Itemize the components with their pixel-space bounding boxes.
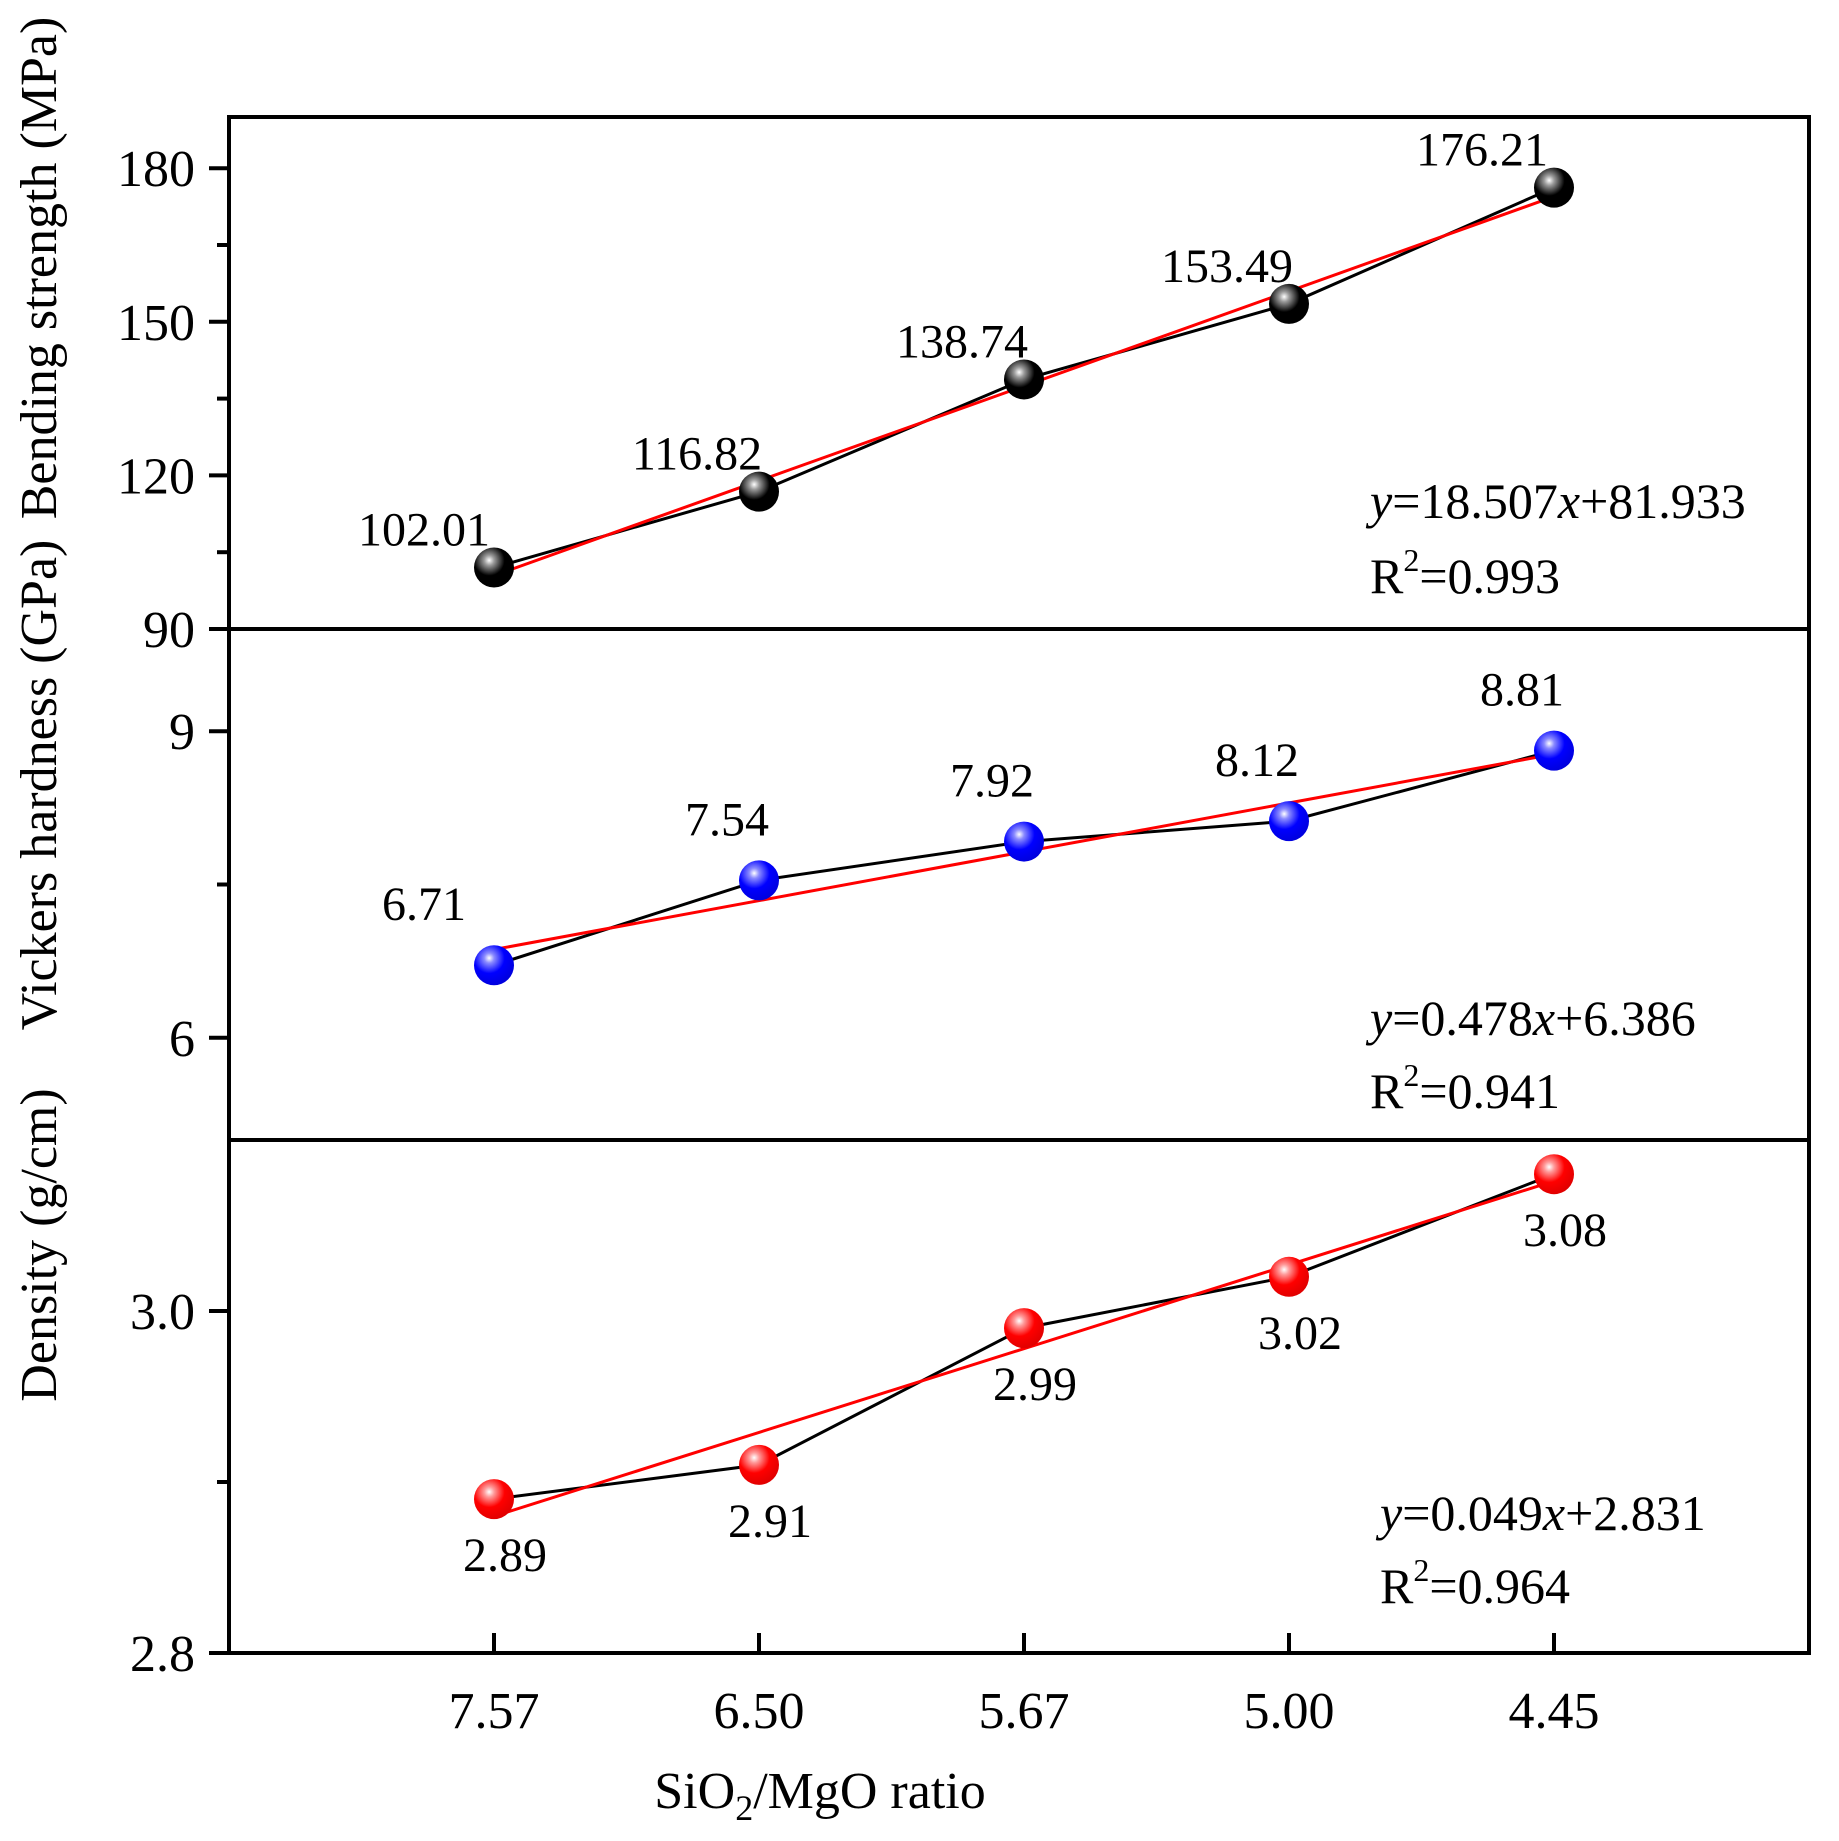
vickers-fit-r2: R2=0.941 (1370, 1057, 1560, 1119)
bending-fit-r2-base: R (1370, 548, 1404, 604)
vickers-data-point (474, 945, 514, 986)
density-fit-eq-y: y (1375, 1485, 1403, 1541)
bending-data-label: 116.82 (632, 428, 762, 481)
x-tick-label: 4.45 (1509, 1683, 1600, 1740)
bending-fit-equation: y=18.507x+81.933 (1365, 473, 1746, 529)
x-axis-title-suffix: /MgO ratio (753, 1763, 986, 1820)
vickers-fit-r2-sup: 2 (1403, 1057, 1419, 1093)
bending-data-label: 153.49 (1161, 240, 1293, 293)
vickers-data-point (1004, 821, 1044, 862)
vickers-hardness-panel: 696.717.547.92 8.128.81y=0.478x+6.386R2=0… (169, 627, 1811, 1142)
x-axis-title: SiO2/MgO ratio (654, 1763, 985, 1828)
vickers-fit-eq-slope: =0.478 (1392, 990, 1533, 1046)
density-data-point (739, 1444, 779, 1485)
bending-data-label: 102.01 (358, 504, 490, 557)
density-fit-r2: R2=0.964 (1380, 1552, 1570, 1614)
bending-y-tick-label: 180 (117, 141, 195, 198)
x-tick-label: 5.67 (979, 1683, 1070, 1740)
density-data-point (1269, 1256, 1309, 1297)
bending-data-point (1534, 167, 1574, 208)
vickers-data-point (739, 860, 779, 901)
bending-y-tick-label: 150 (117, 295, 195, 352)
x-tick-label: 7.57 (449, 1683, 540, 1740)
bending-fit-eq-slope: =18.507 (1392, 473, 1558, 529)
y-axis-title-bending: Bending strength (MPa) (11, 17, 68, 520)
bending-fit-r2: R2=0.993 (1370, 542, 1560, 604)
vickers-data-label: 8.81 (1480, 664, 1564, 717)
density-fit-eq-x: x (1542, 1485, 1565, 1541)
y-axis-title-density: Density (g/cm) (11, 1088, 68, 1401)
vickers-data-label: 7.54 (685, 793, 769, 846)
bending-y-tick-label: 90 (143, 602, 195, 659)
density-fit-line (493, 1179, 1555, 1518)
density-data-point (1004, 1308, 1044, 1349)
bending-fit-eq-intercept: +81.933 (1580, 473, 1746, 529)
bending-data-point (474, 547, 514, 588)
density-fit-eq-slope: =0.049 (1402, 1485, 1543, 1541)
bending-y-tick-label: 120 (117, 448, 195, 505)
x-tick-label: 6.50 (714, 1683, 805, 1740)
density-data-label: 2.99 (993, 1358, 1077, 1411)
x-tick-label: 5.00 (1244, 1683, 1335, 1740)
x-axis-title-prefix: SiO (654, 1763, 735, 1820)
bending-data-label: 176.21 (1416, 124, 1548, 177)
vickers-plot-frame (227, 627, 1811, 1142)
vickers-fit-eq-x: x (1532, 990, 1555, 1046)
density-data-point (474, 1479, 514, 1520)
vickers-fit-r2-value: =0.941 (1419, 1063, 1560, 1119)
density-data-point (1534, 1154, 1574, 1195)
bending-fit-eq-y: y (1365, 473, 1393, 529)
density-y-tick-label: 3.0 (130, 1284, 195, 1341)
density-fit-eq-intercept: +2.831 (1565, 1485, 1706, 1541)
y-axis-title-vickers: Vickers hardness (GPa) (11, 540, 68, 1031)
density-panel: 2.8 3.0 2.89 2.91 2.99 3.02 3.08 y=0.049x+2.831… (130, 1138, 1811, 1683)
density-y-tick-label: 2.8 (130, 1626, 195, 1683)
density-fit-r2-sup: 2 (1413, 1552, 1429, 1588)
vickers-data-point (1269, 801, 1309, 842)
bending-data-label: 138.74 (896, 315, 1028, 368)
bending-data-point (1269, 283, 1309, 324)
density-fit-r2-base: R (1380, 1558, 1414, 1614)
bending-fit-r2-value: =0.993 (1419, 548, 1560, 604)
x-axis-title-subscript: 2 (735, 1788, 753, 1828)
density-plot-frame (227, 1138, 1811, 1655)
vickers-fit-eq-intercept: +6.386 (1555, 990, 1696, 1046)
vickers-fit-r2-base: R (1370, 1063, 1404, 1119)
bending-data-point (1004, 359, 1044, 400)
x-axis: 7.57 6.50 5.67 5.00 4.45 (449, 1633, 1600, 1740)
vickers-data-point (1534, 730, 1574, 771)
density-data-label: 3.02 (1258, 1307, 1342, 1360)
bending-fit-r2-sup: 2 (1403, 542, 1419, 578)
vickers-fit-equation: y=0.478x+6.386 (1365, 990, 1696, 1046)
density-fit-r2-value: =0.964 (1429, 1558, 1570, 1614)
vickers-data-label: 8.12 (1215, 734, 1299, 787)
bending-fit-eq-x: x (1557, 473, 1580, 529)
vickers-data-label: 7.92 (950, 755, 1034, 808)
vickers-y-tick-label: 6 (169, 1011, 195, 1068)
vickers-y-tick-label: 9 (169, 704, 195, 761)
bending-strength-panel: 90 120 150 180 102.01 116.82 138.74 153.49 176.2… (117, 115, 1811, 659)
vickers-data-label: 6.71 (382, 878, 466, 931)
vickers-fit-eq-y: y (1365, 990, 1393, 1046)
bending-data-point (739, 471, 779, 512)
density-fit-equation: y=0.049x+2.831 (1375, 1485, 1706, 1541)
density-data-label: 3.08 (1523, 1204, 1607, 1257)
density-data-label: 2.91 (728, 1495, 812, 1548)
density-data-label: 2.89 (463, 1529, 547, 1582)
